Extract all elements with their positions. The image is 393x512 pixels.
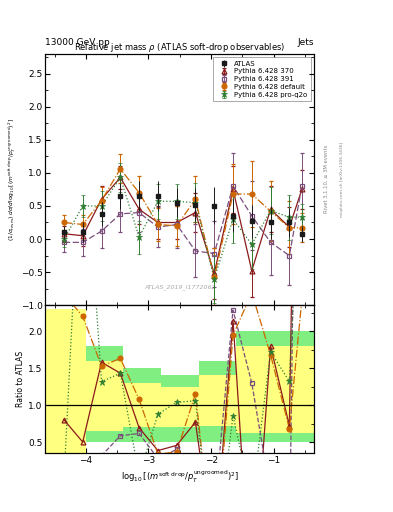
Text: mcplots.cern.ch [arXiv:1306.3436]: mcplots.cern.ch [arXiv:1306.3436]	[340, 142, 344, 217]
Y-axis label: $(1/\sigma_{\rm resm})\ d\sigma/d\log_{10}[(m^{\rm soft\ drop}/p_T^{\rm ungroome: $(1/\sigma_{\rm resm})\ d\sigma/d\log_{1…	[6, 118, 18, 241]
Legend: ATLAS, Pythia 6.428 370, Pythia 6.428 391, Pythia 6.428 default, Pythia 6.428 pr: ATLAS, Pythia 6.428 370, Pythia 6.428 39…	[213, 57, 311, 101]
Y-axis label: Ratio to ATLAS: Ratio to ATLAS	[16, 351, 25, 407]
X-axis label: $\log_{10}[(m^{\rm soft\ drop}/p_T^{\rm ungroomed})^2]$: $\log_{10}[(m^{\rm soft\ drop}/p_T^{\rm …	[121, 469, 239, 485]
Text: Rivet 3.1.10, ≥ 3M events: Rivet 3.1.10, ≥ 3M events	[324, 145, 329, 214]
Text: 13000 GeV pp: 13000 GeV pp	[45, 38, 110, 47]
Title: Relative jet mass $\rho$ (ATLAS soft-drop observables): Relative jet mass $\rho$ (ATLAS soft-dro…	[74, 40, 285, 54]
Text: ATLAS_2019_I1772062: ATLAS_2019_I1772062	[144, 285, 215, 290]
Text: Jets: Jets	[298, 38, 314, 47]
